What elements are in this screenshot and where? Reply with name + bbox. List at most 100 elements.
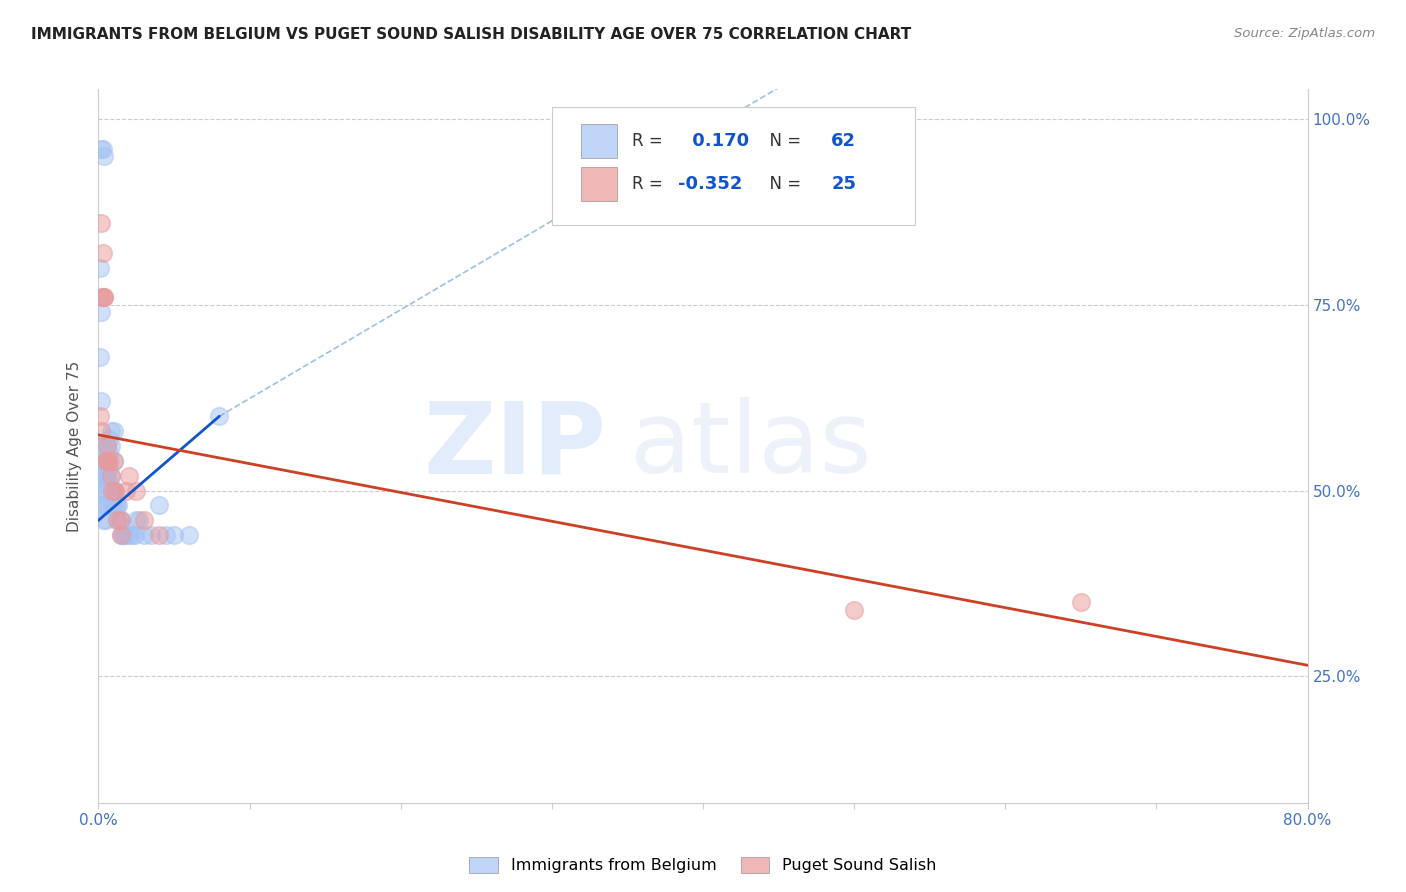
Point [104,499,127,513]
Point [118,528,141,542]
Point [94,468,117,483]
Point [94,454,117,468]
Point [90,305,112,319]
Point [89,260,111,275]
Point [100,424,122,438]
Point [114,483,136,498]
Point [132,513,155,527]
Point [98,432,121,446]
Point [93,290,115,304]
Point [103,454,125,468]
Point [89,409,111,424]
Legend: Immigrants from Belgium, Puget Sound Salish: Immigrants from Belgium, Puget Sound Sal… [463,850,943,880]
Point [89,350,111,364]
Text: 62: 62 [831,132,856,150]
Point [141,528,163,542]
Point [96,468,118,483]
Point [148,499,170,513]
Point [98,454,121,468]
Point [94,483,117,498]
Point [90,216,112,230]
Point [94,513,117,527]
Point [110,528,132,542]
Text: N =: N = [759,175,806,193]
Point [110,513,132,527]
Text: 25: 25 [831,175,856,193]
Point [103,483,125,498]
Text: R =: R = [631,175,668,193]
Point [91,454,114,468]
Point [101,499,124,513]
Text: IMMIGRANTS FROM BELGIUM VS PUGET SOUND SALISH DISABILITY AGE OVER 75 CORRELATION: IMMIGRANTS FROM BELGIUM VS PUGET SOUND S… [31,27,911,42]
Text: R =: R = [631,132,668,150]
Point [91,468,114,483]
Point [91,245,114,260]
Text: -0.352: -0.352 [678,175,742,193]
Point [96,454,118,468]
Point [93,290,115,304]
Point [125,483,148,498]
Point [90,439,112,453]
Point [128,513,150,527]
Point [103,454,125,468]
Point [132,528,155,542]
Point [93,483,115,498]
Point [110,513,132,527]
Point [91,290,114,304]
Point [101,483,124,498]
Point [90,424,112,438]
Point [104,483,127,498]
Point [91,483,114,498]
Point [107,499,129,513]
Text: ZIP: ZIP [423,398,606,494]
Point [155,528,177,542]
Point [100,468,122,483]
Point [89,290,111,304]
Text: 0.170: 0.170 [686,132,749,150]
Point [124,528,146,542]
Point [179,528,201,542]
Point [90,142,112,156]
Point [101,483,124,498]
Point [96,439,118,453]
Y-axis label: Disability Age Over 75: Disability Age Over 75 [67,360,83,532]
Point [93,149,115,163]
Point [94,499,117,513]
FancyBboxPatch shape [551,107,915,225]
Point [105,499,128,513]
Point [100,439,122,453]
Point [105,513,128,527]
Point [91,439,114,453]
Point [96,439,118,453]
Point [114,528,136,542]
Point [103,424,125,438]
Text: N =: N = [759,132,806,150]
Bar [581,124,617,159]
Bar [581,167,617,202]
Point [111,528,134,542]
Text: Source: ZipAtlas.com: Source: ZipAtlas.com [1234,27,1375,40]
Point [148,528,170,542]
Point [96,454,118,468]
Point [208,409,231,424]
Point [163,528,186,542]
Point [844,602,866,616]
Point [1070,595,1092,609]
Point [94,454,117,468]
Point [112,528,135,542]
Point [125,513,148,527]
Point [91,513,114,527]
Point [110,528,132,542]
Point [104,483,127,498]
Point [121,528,143,542]
Point [98,476,121,491]
Point [93,454,115,468]
Point [98,461,121,475]
Point [93,499,115,513]
Point [90,394,112,409]
Point [108,513,131,527]
Point [98,446,121,460]
Text: atlas: atlas [630,398,872,494]
Point [105,513,128,527]
Point [91,142,114,156]
